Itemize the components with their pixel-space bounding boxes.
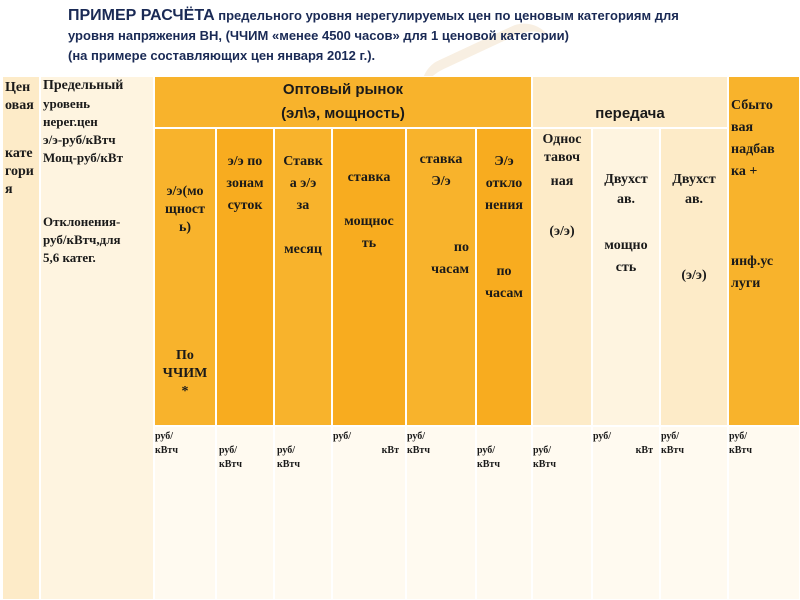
sub-single-rate: Однос тавоч ная (э/э) bbox=[532, 128, 592, 426]
sales-markup-header: Сбыто вая надбав ка + инф.ус луги bbox=[728, 76, 800, 426]
unit-cell-7: руб/ кВтч bbox=[532, 426, 592, 600]
unit-cell-6: руб/ кВтч bbox=[476, 426, 532, 600]
wholesale-market-header: Оптовый рынок (эл\э, мощность) bbox=[154, 76, 532, 128]
unit-cell-10: руб/ кВтч bbox=[728, 426, 800, 600]
unit-cell-2: руб/ кВтч bbox=[216, 426, 274, 600]
unit-cell-9: руб/ кВтч bbox=[660, 426, 728, 600]
unit-cell-4: руб/ кВт bbox=[332, 426, 406, 600]
transmission-header: передача bbox=[532, 76, 728, 128]
col-limit-level: Предельный уровень нерег.цен э/э-руб/кВт… bbox=[40, 76, 154, 600]
sub-rate-hours: ставка Э/э по часам bbox=[406, 128, 476, 426]
sub-rate-power: ставка мощнос ть bbox=[332, 128, 406, 426]
sub-rate-month: Ставк а э/э за месяц bbox=[274, 128, 332, 426]
slide-title: ПРИМЕР РАСЧЁТА предельного уровня нерегу… bbox=[68, 6, 788, 66]
sub-deviation: Э/э откло нения по часам bbox=[476, 128, 532, 426]
unit-cell-3: руб/ кВтч bbox=[274, 426, 332, 600]
title-rest: предельного уровня нерегулируемых цен по… bbox=[214, 8, 679, 23]
title-line-2: уровня напряжения ВН, (ЧЧИМ «менее 4500 … bbox=[68, 28, 569, 43]
unit-cell-5: руб/ кВтч bbox=[406, 426, 476, 600]
title-bold: ПРИМЕР РАСЧЁТА bbox=[68, 7, 215, 24]
unit-cell-1: руб/ кВтч bbox=[154, 426, 216, 600]
unit-cell-8: руб/ кВт bbox=[592, 426, 660, 600]
sub-two-rate-ee: Двухст ав. (э/э) bbox=[660, 128, 728, 426]
title-line-3: (на примере составляющих цен января 2012… bbox=[68, 48, 376, 63]
sub-ee-by-zones: э/э по зонам суток bbox=[216, 128, 274, 426]
sub-two-rate-power: Двухст ав. мощно сть bbox=[592, 128, 660, 426]
sub-ee-power: э/э(мо щност ь) По ЧЧИМ * bbox=[154, 128, 216, 426]
col-price-category: Цен овая кате гори я bbox=[2, 76, 40, 600]
